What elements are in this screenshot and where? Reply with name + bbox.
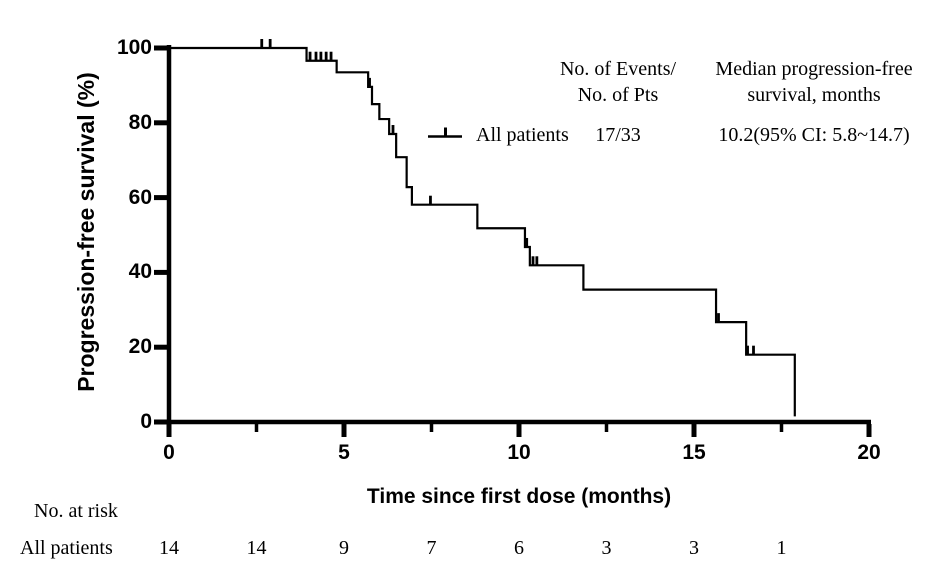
risk-table-row-label: All patients: [20, 537, 113, 559]
risk-table-value: 1: [776, 537, 787, 559]
events-column-header: No. of Events/ No. of Pts: [518, 56, 718, 108]
y-tick-label: 0: [140, 410, 152, 433]
y-tick-label: 60: [128, 185, 152, 209]
median-column-header: Median progression-free survival, months: [694, 56, 931, 108]
y-tick-label: 20: [128, 335, 152, 359]
y-axis-title: Progression-free survival (%): [73, 72, 99, 392]
risk-table-title: No. at risk: [34, 500, 118, 522]
x-tick-label: 5: [338, 441, 350, 464]
legend-median-value: 10.2(95% CI: 5.8~14.7): [718, 124, 910, 146]
risk-table-value: 3: [601, 537, 612, 559]
x-tick-label: 10: [507, 441, 531, 464]
risk-table-value: 14: [159, 537, 179, 559]
risk-table-value: 7: [426, 537, 437, 559]
risk-table-value: 9: [339, 537, 349, 559]
median-header-line2: survival, months: [747, 84, 881, 106]
risk-table-value: 3: [689, 537, 699, 559]
y-tick-label: 40: [128, 260, 152, 284]
risk-table-value: 14: [246, 537, 267, 559]
events-header-line2: No. of Pts: [577, 84, 659, 106]
legend-series-label: All patients: [476, 124, 569, 146]
km-curve: [169, 46, 796, 417]
median-header-line1: Median progression-free: [715, 58, 913, 80]
x-tick-label: 15: [682, 441, 706, 464]
legend-events-value: 17/33: [595, 124, 641, 146]
x-tick-label: 20: [857, 441, 881, 464]
risk-table-value: 6: [514, 537, 524, 559]
x-axis-title: Time since first dose (months): [366, 485, 672, 508]
events-header-line1: No. of Events/: [559, 58, 677, 80]
y-tick-label: 80: [128, 110, 152, 134]
x-tick-label: 0: [163, 441, 175, 464]
y-tick-label: 100: [116, 36, 152, 59]
